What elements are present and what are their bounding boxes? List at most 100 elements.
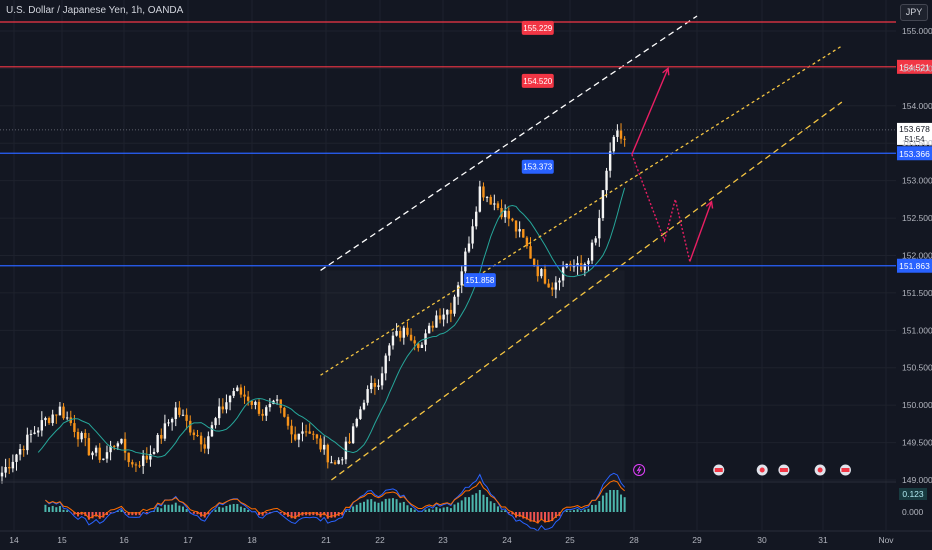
macd-bar-51 [185, 509, 188, 512]
candlestick-series [0, 123, 626, 484]
time-axis[interactable]: 14 15 16 17 18 21 22 23 24 25 28 29 30 31 Nov [0, 530, 932, 545]
macd-bar-131 [475, 493, 478, 512]
y-tick-10: 150.000 [902, 400, 932, 410]
candle-body-118 [427, 325, 431, 334]
candle-body-101 [366, 389, 369, 403]
candle-body-106 [384, 355, 387, 374]
candle-body-126 [456, 285, 460, 297]
candle-body-92 [333, 462, 337, 464]
horizontal-levels[interactable]: 154.521 153.366 151.863 [0, 21, 932, 273]
macd-bar-133 [482, 494, 485, 512]
macd-bar-45 [163, 504, 166, 512]
macd-bar-47 [171, 504, 174, 512]
candle-body-105 [380, 373, 384, 386]
candle-body-144 [522, 229, 525, 238]
candle-body-93 [337, 460, 340, 464]
macd-bar-123 [446, 506, 449, 512]
macd-bar-60 [218, 506, 221, 512]
macd-bar-159 [576, 509, 579, 512]
y-tick-6: 152.000 [902, 250, 932, 260]
currency-button[interactable]: JPY [900, 4, 928, 21]
macd-bar-153 [554, 512, 557, 518]
trend-channels[interactable] [320, 15, 843, 481]
macd-bar-91 [330, 512, 333, 518]
candle-body-16 [58, 406, 62, 416]
macd-bar-108 [391, 498, 394, 512]
candle-body-114 [413, 340, 416, 344]
forecast-arrowhead-2 [705, 200, 714, 209]
x-tick-12: 30 [757, 535, 767, 545]
candle-body-47 [170, 419, 174, 423]
macd-bar-125 [453, 504, 456, 512]
macd-bar-140 [507, 512, 510, 514]
y-tick-2: 154.000 [902, 101, 932, 111]
white-channel-line [320, 15, 698, 271]
macd-bar-43 [156, 507, 159, 512]
candle-body-7 [26, 434, 29, 451]
macd-line [45, 472, 626, 532]
candle-body-113 [409, 334, 413, 341]
macd-bar-148 [536, 512, 539, 524]
macd-bar-42 [153, 511, 156, 512]
macd-bar-111 [402, 501, 405, 512]
macd-bar-124 [449, 508, 452, 512]
candle-body-145 [525, 237, 529, 247]
candle-body-88 [319, 438, 322, 450]
current-price-tag [897, 122, 932, 145]
candle-body-98 [355, 418, 358, 427]
candle-body-71 [257, 401, 261, 414]
candle-body-17 [62, 406, 65, 419]
macd-bar-88 [319, 512, 322, 518]
macd-bar-50 [182, 506, 184, 512]
macd-bar-156 [565, 510, 568, 512]
candle-body-60 [218, 406, 221, 419]
macd-bar-29 [105, 512, 108, 516]
candle-body-22 [80, 432, 83, 440]
level-axis-label-3: 151.863 [899, 261, 930, 271]
candle-body-136 [493, 203, 496, 205]
macd-bar-138 [500, 510, 503, 512]
candle-body-111 [402, 327, 406, 338]
countdown-label: 51:54 [904, 135, 925, 144]
macd-bar-86 [312, 512, 315, 516]
forecast-arrowhead-0 [662, 67, 670, 76]
y-tick-7: 151.500 [902, 288, 932, 298]
forecast-arrows[interactable] [631, 67, 714, 262]
y-tick-1: 154.500 [902, 63, 932, 73]
economic-events[interactable] [633, 464, 851, 476]
candle-body-74 [268, 404, 272, 408]
candle-body-49 [178, 407, 181, 415]
candle-body-104 [377, 385, 380, 387]
macd-bar-121 [439, 508, 442, 512]
macd-bar-27 [98, 512, 101, 519]
macd-bar-95 [344, 510, 347, 512]
macd-panel: 0.123 0.000 [0, 472, 927, 532]
candle-body-2 [8, 467, 11, 469]
candle-body-32 [116, 443, 120, 447]
candle-body-9 [33, 432, 36, 434]
candle-body-37 [134, 464, 138, 466]
candle-body-164 [594, 238, 597, 243]
macd-bar-63 [229, 504, 232, 512]
y-tick-8: 151.000 [902, 325, 932, 335]
macd-bar-137 [496, 506, 499, 512]
macd-bar-64 [232, 504, 235, 512]
macd-bar-161 [583, 509, 586, 512]
candle-body-146 [529, 246, 532, 259]
macd-bar-78 [283, 512, 286, 516]
macd-bar-32 [116, 511, 119, 512]
macd-bar-165 [598, 501, 601, 512]
macd-bar-90 [326, 512, 329, 519]
candle-body-33 [120, 438, 123, 444]
candle-body-102 [370, 382, 373, 390]
candle-body-123 [446, 309, 449, 315]
candle-body-169 [612, 136, 615, 152]
event-circle-dot-2 [759, 467, 765, 473]
macd-bar-145 [525, 512, 528, 520]
candle-body-143 [518, 229, 521, 232]
macd-bar-35 [127, 512, 130, 516]
x-tick-14: Nov [878, 535, 894, 545]
candle-body-134 [485, 196, 489, 198]
